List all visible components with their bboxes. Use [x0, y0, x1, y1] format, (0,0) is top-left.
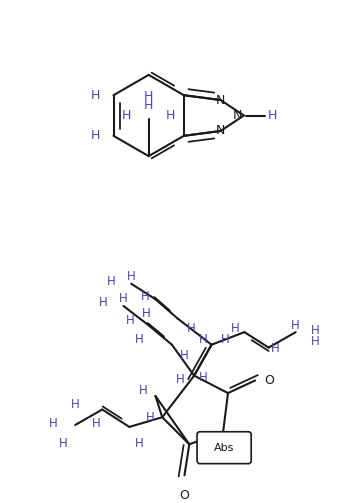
Text: N: N [233, 109, 242, 122]
Text: H: H [139, 384, 148, 397]
Text: H: H [144, 99, 153, 112]
Text: H: H [166, 109, 175, 122]
Text: H: H [107, 275, 116, 288]
Text: H: H [187, 322, 196, 336]
Text: H: H [142, 307, 151, 320]
Text: H: H [144, 91, 153, 103]
Text: H: H [268, 109, 277, 122]
Text: H: H [311, 336, 320, 348]
FancyBboxPatch shape [197, 432, 251, 464]
Text: H: H [179, 349, 188, 362]
Text: H: H [49, 416, 58, 430]
Text: O: O [265, 374, 274, 387]
Text: H: H [125, 314, 134, 327]
Text: H: H [231, 322, 240, 336]
Text: H: H [99, 296, 108, 309]
Text: H: H [291, 318, 300, 331]
Text: O: O [179, 489, 189, 502]
Text: H: H [270, 343, 279, 355]
Text: Abs: Abs [214, 443, 234, 453]
Text: N: N [216, 124, 225, 137]
Text: H: H [176, 373, 185, 386]
Text: H: H [311, 324, 320, 337]
Text: H: H [91, 89, 100, 102]
Text: H: H [91, 129, 100, 142]
Text: H: H [71, 398, 79, 411]
Text: H: H [127, 270, 136, 283]
Text: H: H [146, 411, 154, 425]
Text: H: H [135, 333, 144, 346]
Text: H: H [221, 333, 230, 346]
Text: H: H [199, 371, 208, 384]
Text: N: N [216, 94, 225, 107]
Text: H: H [59, 437, 68, 450]
Text: H: H [141, 290, 150, 303]
Text: H: H [122, 109, 131, 122]
Text: H: H [199, 333, 208, 346]
Text: H: H [135, 437, 144, 450]
Text: H: H [92, 417, 100, 430]
Text: H: H [119, 292, 128, 305]
